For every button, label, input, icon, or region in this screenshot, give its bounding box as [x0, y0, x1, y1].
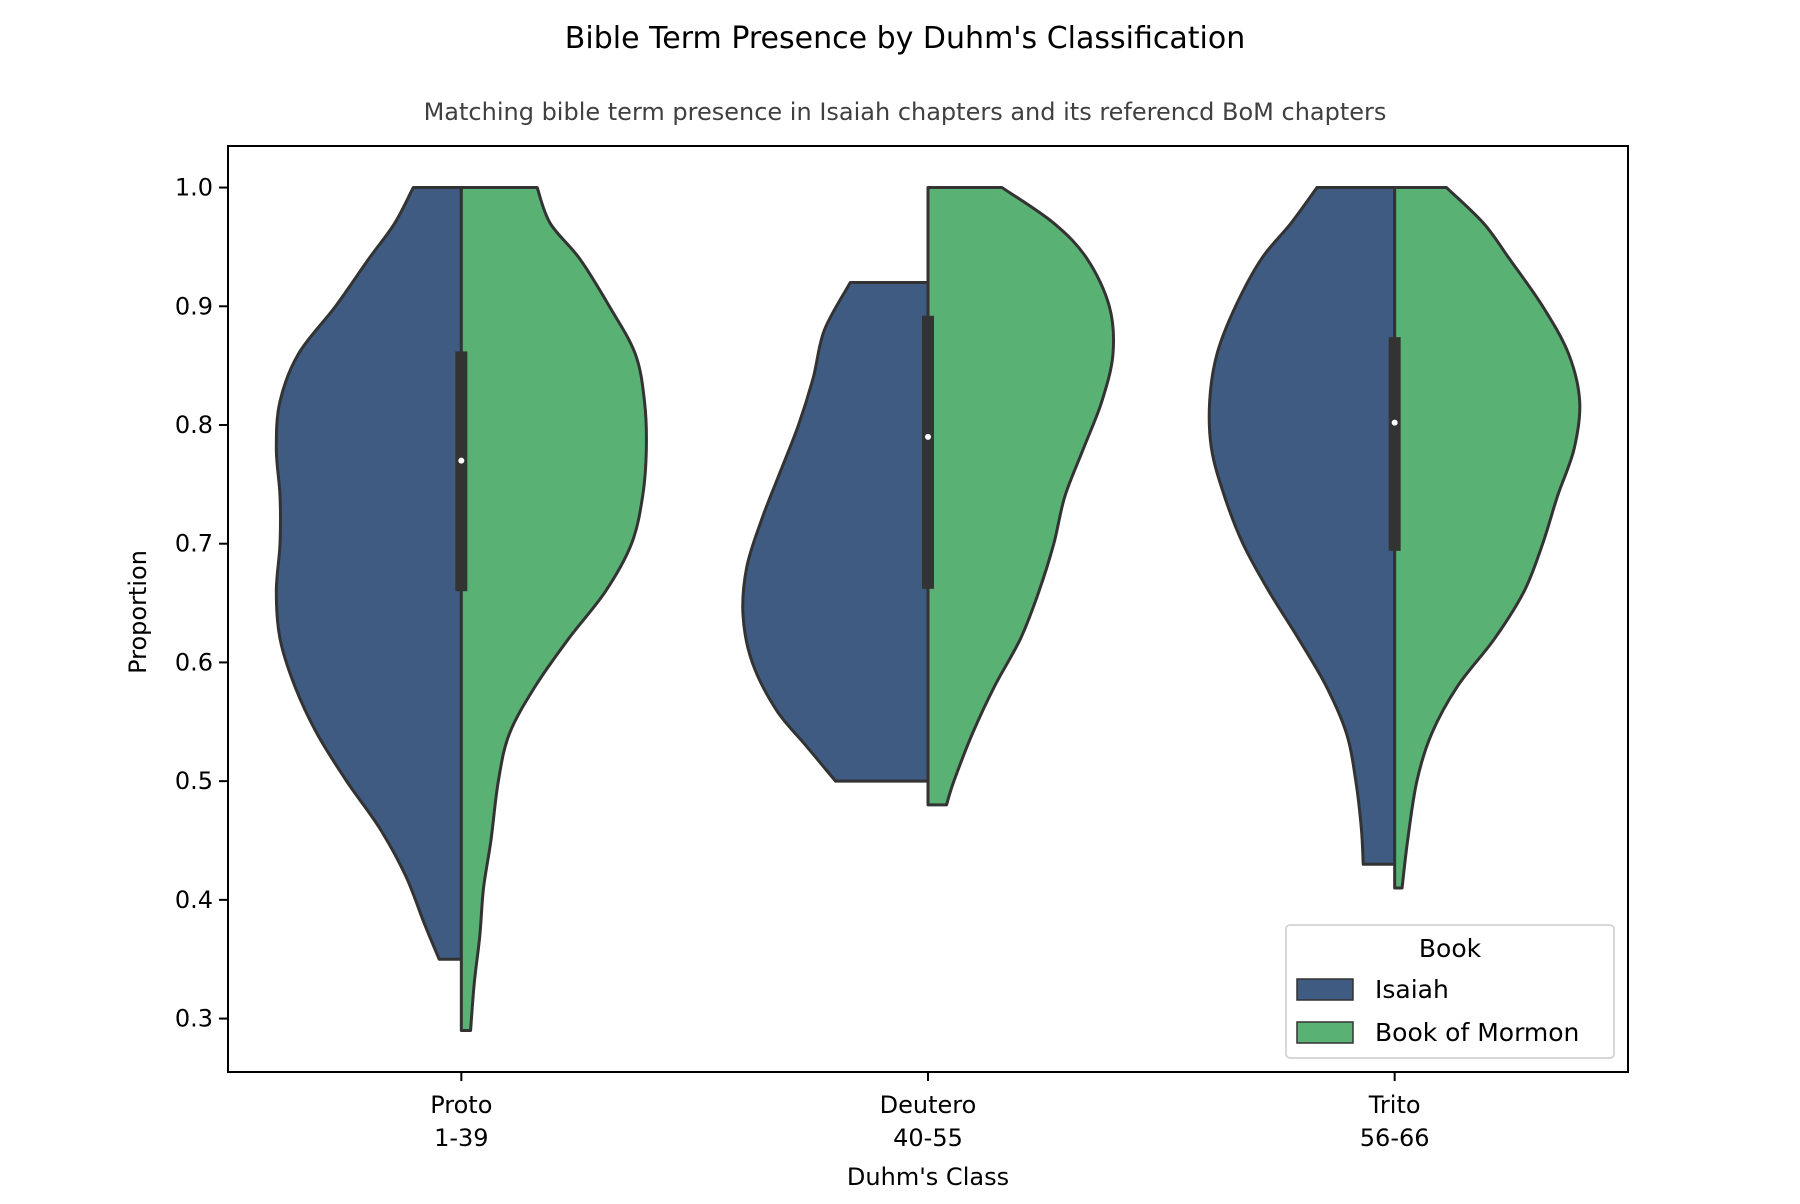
x-tick-label-proto: Proto: [430, 1091, 492, 1119]
legend-title: Book: [1419, 934, 1482, 963]
legend-frame: [1285, 924, 1615, 1059]
chart-subtitle: Matching bible term presence in Isaiah c…: [424, 98, 1387, 126]
median-dot-proto: [458, 457, 465, 464]
x-tick-range-trito: 56-66: [1360, 1124, 1430, 1152]
violin-book-of-mormon-trito: [1393, 186, 1582, 890]
legend-swatch-book-of-mormon: [1296, 1021, 1354, 1044]
legend-label-isaiah: Isaiah: [1375, 975, 1449, 1004]
chart-title: Bible Term Presence by Duhm's Classifica…: [565, 21, 1245, 56]
x-tick-label-trito: Trito: [1368, 1091, 1421, 1119]
y-axis-label: Proportion: [124, 550, 152, 674]
x-tick-label-deutero: Deutero: [880, 1091, 977, 1119]
iqr-box-deutero: [922, 315, 934, 589]
legend-label-book-of-mormon: Book of Mormon: [1375, 1018, 1579, 1047]
x-tick-range-proto: 1-39: [434, 1124, 488, 1152]
y-tick-label: 0.7: [175, 530, 213, 558]
y-axis: 0.3 0.4 0.5 0.6 0.7 0.8 0.9 1.0: [175, 174, 228, 1033]
x-axis-label: Duhm's Class: [847, 1163, 1009, 1191]
median-dot-deutero: [925, 433, 931, 440]
y-tick-label: 0.9: [175, 292, 213, 320]
violin-book-of-mormon-proto: [459, 186, 648, 1032]
legend-swatch-isaiah: [1296, 978, 1354, 1001]
y-tick-label: 1.0: [175, 174, 213, 202]
y-tick-label: 0.4: [175, 886, 213, 914]
violin-isaiah-deutero: [741, 281, 930, 783]
violin-book-of-mormon-deutero: [926, 186, 1116, 807]
legend: Book Isaiah Book of Mormon: [1285, 924, 1615, 1059]
y-tick-label: 0.6: [175, 648, 213, 676]
x-axis: Proto 1-39 Deutero 40-55 Trito 56-66: [430, 1072, 1430, 1152]
y-tick-label: 0.8: [175, 411, 213, 439]
iqr-box-proto: [455, 351, 468, 592]
box-layer: [455, 315, 1401, 592]
x-tick-range-deutero: 40-55: [893, 1124, 963, 1152]
violin-isaiah-trito: [1207, 186, 1397, 866]
median-dot-trito: [1391, 419, 1398, 426]
y-tick-label: 0.5: [175, 767, 213, 795]
violins-layer: [274, 186, 1582, 1032]
violin-isaiah-proto: [274, 186, 463, 961]
iqr-box-trito: [1388, 337, 1401, 551]
y-tick-label: 0.3: [175, 1005, 213, 1033]
